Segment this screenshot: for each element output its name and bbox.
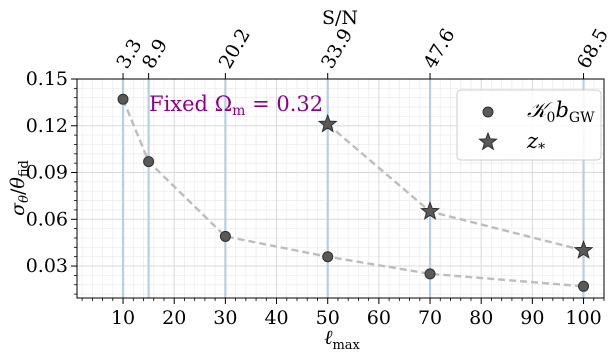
legend-b: b: [555, 98, 568, 122]
data-point-star: [420, 201, 440, 220]
data-point-star: [317, 113, 338, 133]
plot-frame: [76, 78, 605, 299]
y-tick-label: 0.12: [26, 115, 68, 137]
x-tick-label: 100: [565, 307, 601, 329]
legend-star-icon: [478, 131, 498, 151]
top-tick-label: 33.9: [317, 25, 357, 73]
y-tick-label: 0.06: [26, 208, 68, 230]
top-tick-label: 68.5: [573, 25, 608, 73]
data-point-circle: [143, 156, 155, 168]
y-tick-label: 0.15: [26, 68, 68, 90]
x-tick-label: 70: [418, 307, 442, 329]
legend: 𝒦0bGW z*: [456, 89, 602, 161]
y-axis-label-sub2: fid: [17, 160, 32, 177]
legend-circle-icon: [482, 106, 494, 118]
legend-k-sub: 0: [547, 110, 556, 126]
x-tick-label: 80: [469, 307, 493, 329]
series: [117, 93, 594, 292]
top-tick-label: 47.6: [419, 25, 459, 73]
data-point-circle: [578, 280, 590, 292]
y-tick-label: 0.09: [26, 162, 68, 184]
legend-z-sub: *: [538, 141, 545, 157]
data-point-circle: [322, 251, 334, 263]
annotation-sub: m: [232, 103, 245, 119]
x-tick-label: 60: [367, 307, 391, 329]
x-tick-label: 50: [316, 307, 340, 329]
series-line-0: [121, 98, 584, 288]
annotation-symbol: Ω: [215, 92, 232, 116]
legend-b-sub: GW: [569, 110, 595, 126]
top-axis-label: S/N: [322, 7, 358, 29]
x-axis-label-sub: max: [332, 338, 360, 353]
x-tick-label: 10: [111, 307, 135, 329]
y-axis-label-theta: θ: [7, 177, 29, 189]
y-axis-label-sigma: σ: [7, 202, 29, 216]
x-tick-label: 90: [520, 307, 544, 329]
data-point-star: [573, 240, 594, 259]
x-axis-label: ℓmax: [324, 325, 360, 353]
legend-label-zstar: z*: [526, 129, 545, 157]
legend-marker-star: [478, 131, 498, 151]
x-tick-label: 20: [162, 307, 186, 329]
x-axis-label-main: ℓ: [324, 325, 333, 349]
y-axis-label-slash: /: [7, 188, 29, 195]
top-tick-label: 8.9: [138, 35, 172, 72]
y-tick-label: 0.03: [26, 255, 68, 277]
legend-label-k0bgw: 𝒦0bGW: [527, 98, 595, 126]
annotation-prefix: Fixed: [149, 92, 215, 116]
y-axis-label: σθ/θfid: [7, 160, 32, 216]
data-point-circle: [117, 93, 129, 105]
y-axis-label-sub1: θ: [17, 195, 32, 203]
data-point-circle: [424, 268, 436, 280]
data-point-circle: [219, 230, 231, 242]
annotation: Fixed Ωm = 0.32: [149, 92, 323, 119]
x-tick-label: 40: [264, 307, 288, 329]
x-tick-label: 30: [213, 307, 237, 329]
top-tick-label: 20.2: [215, 25, 255, 73]
legend-z-symbol: z: [526, 129, 539, 153]
annotation-eq: = 0.32: [245, 92, 323, 116]
legend-marker-circle: [482, 106, 494, 118]
